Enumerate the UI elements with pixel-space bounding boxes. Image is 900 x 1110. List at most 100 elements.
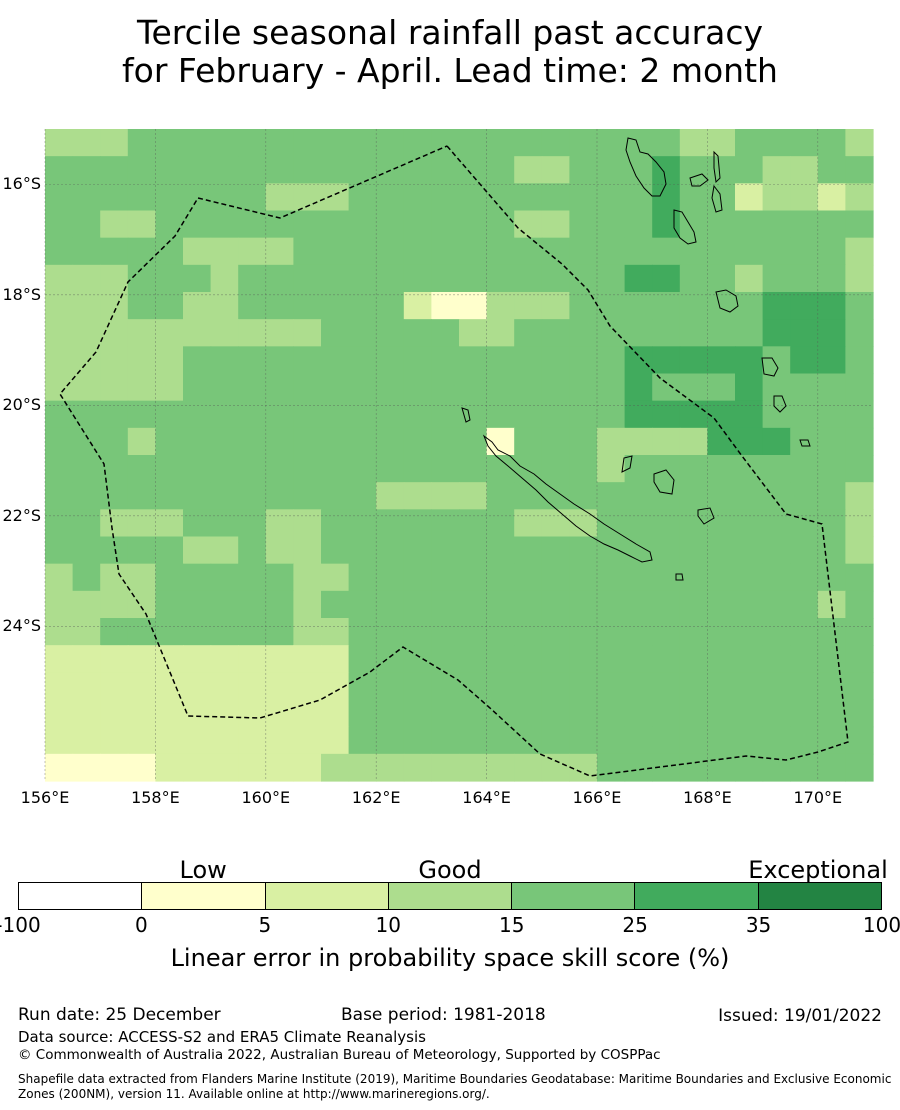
- grid-cell: [486, 563, 515, 592]
- grid-cell: [817, 536, 846, 565]
- grid-cell: [817, 509, 846, 538]
- grid-cell: [514, 237, 543, 266]
- colorbar-segment: [512, 883, 636, 909]
- grid-cell: [265, 373, 294, 402]
- grid-cell: [348, 427, 377, 456]
- grid-cell: [541, 590, 570, 619]
- grid-cell: [321, 699, 350, 728]
- grid-cell: [845, 210, 874, 239]
- grid-cell: [679, 346, 708, 375]
- grid-cell: [541, 373, 570, 402]
- grid-cell: [514, 292, 543, 320]
- grid-cell: [597, 645, 626, 673]
- grid-cell: [817, 427, 846, 456]
- grid-cell: [569, 373, 598, 402]
- grid-cell: [183, 563, 212, 592]
- grid-cell: [127, 292, 156, 320]
- grid-cell: [265, 509, 294, 538]
- grid-cell: [293, 264, 322, 293]
- grid-cell: [569, 590, 598, 619]
- colorbar-tick-label: 10: [375, 913, 401, 937]
- grid-cell: [624, 509, 653, 538]
- grid-cell: [514, 509, 543, 538]
- grid-cell: [431, 536, 460, 565]
- grid-cell: [845, 618, 874, 646]
- grid-cell: [127, 264, 156, 293]
- grid-cell: [183, 590, 212, 619]
- grid-cell: [569, 726, 598, 755]
- grid-cell: [845, 427, 874, 456]
- grid-cell: [100, 672, 129, 701]
- grid-cell: [541, 264, 570, 293]
- grid-cell: [762, 427, 791, 456]
- grid-cell: [514, 455, 543, 483]
- grid-cell: [652, 400, 681, 429]
- grid-cell: [45, 563, 74, 592]
- grid-cell: [45, 590, 74, 619]
- grid-cell: [624, 726, 653, 755]
- grid-cell: [265, 319, 294, 347]
- grid-cell: [569, 129, 598, 157]
- grid-cell: [183, 156, 212, 184]
- grid-cell: [707, 563, 736, 592]
- grid-cell: [679, 455, 708, 483]
- grid-cell: [127, 590, 156, 619]
- grid-cell: [679, 373, 708, 402]
- grid-cell: [486, 645, 515, 673]
- grid-cell: [376, 346, 405, 375]
- grid-cell: [845, 726, 874, 755]
- grid-cell: [238, 645, 267, 673]
- grid-cell: [707, 292, 736, 320]
- grid-cell: [321, 319, 350, 347]
- grid-cell: [265, 264, 294, 293]
- grid-cell: [762, 210, 791, 239]
- grid-cell: [127, 455, 156, 483]
- colorbar-title: Linear error in probability space skill …: [170, 944, 730, 972]
- grid-cell: [238, 672, 267, 701]
- grid-cell: [431, 210, 460, 239]
- grid-cell: [707, 509, 736, 538]
- base-period: Base period: 1981-2018: [341, 1005, 546, 1025]
- grid-cell: [72, 346, 101, 375]
- grid-cell: [72, 563, 101, 592]
- grid-cell: [431, 156, 460, 184]
- grid-cell: [514, 129, 543, 157]
- grid-cell: [293, 672, 322, 701]
- grid-cell: [321, 373, 350, 402]
- grid-cell: [265, 346, 294, 375]
- grid-cell: [652, 292, 681, 320]
- grid-cell: [514, 726, 543, 755]
- grid-cell: [486, 753, 515, 782]
- grid-cell: [265, 590, 294, 619]
- title-line-1: Tercile seasonal rainfall past accuracy: [136, 13, 764, 52]
- grid-cell: [459, 427, 488, 456]
- grid-cell: [72, 373, 101, 402]
- grid-cell: [817, 183, 846, 212]
- grid-cell: [183, 373, 212, 402]
- grid-cell: [459, 373, 488, 402]
- aneityum: [799, 439, 811, 447]
- grid-cell: [431, 427, 460, 456]
- grid-cell: [514, 427, 543, 456]
- grid-cell: [790, 672, 819, 701]
- grid-cell: [72, 319, 101, 347]
- grid-cell: [569, 618, 598, 646]
- grid-cell: [597, 183, 626, 212]
- colorbar-tick-label: -100: [0, 913, 41, 937]
- grid-cell: [321, 455, 350, 483]
- grid-cell: [790, 210, 819, 239]
- grid-cell: [348, 482, 377, 510]
- grid-cell: [762, 292, 791, 320]
- grid-cell: [652, 645, 681, 673]
- grid-cell: [348, 292, 377, 320]
- grid-cell: [790, 292, 819, 320]
- grid-cell: [293, 645, 322, 673]
- grid-cell: [817, 237, 846, 266]
- grid-cell: [45, 645, 74, 673]
- grid-cell: [569, 672, 598, 701]
- grid-cell: [541, 455, 570, 483]
- grid-cell: [735, 373, 764, 402]
- grid-cell: [293, 753, 322, 782]
- grid-cell: [183, 699, 212, 728]
- loyalty-islands: [653, 469, 675, 495]
